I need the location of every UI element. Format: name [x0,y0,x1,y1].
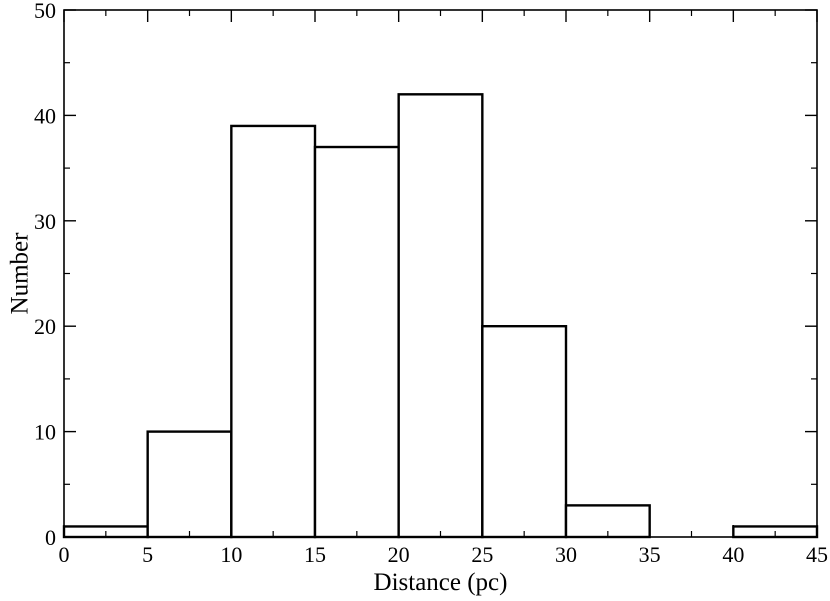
histogram-bar [230,124,317,539]
histogram-bar [481,325,568,539]
ticks-layer [63,9,818,538]
x-tick-label: 0 [59,542,70,567]
histogram-bar [313,145,400,539]
x-tick-label: 10 [220,542,242,567]
y-axis-title: Number [7,232,34,315]
x-tick-label: 20 [388,542,410,567]
x-tick-label: 45 [806,542,828,567]
y-tick-label: 20 [34,314,56,339]
y-tick-label: 0 [45,525,56,550]
bars-layer [62,93,819,539]
x-tick-label: 40 [722,542,744,567]
y-tick-label: 40 [34,103,56,128]
histogram-bar [564,504,651,539]
y-tick-label: 30 [34,209,56,234]
x-tick-label: 5 [142,542,153,567]
y-tick-label: 10 [34,420,56,445]
x-axis-title: Distance (pc) [374,569,508,596]
x-tick-label: 30 [555,542,577,567]
histogram-bar [397,93,484,539]
x-tick-label: 35 [639,542,661,567]
histogram-bar [146,430,233,539]
tick-labels-layer: 0 5 10 15 20 25 30 35 40 45 0 10 20 30 40 50 [34,0,828,567]
x-tick-label: 15 [304,542,326,567]
y-tick-label: 50 [34,0,56,23]
x-tick-label: 25 [471,542,493,567]
